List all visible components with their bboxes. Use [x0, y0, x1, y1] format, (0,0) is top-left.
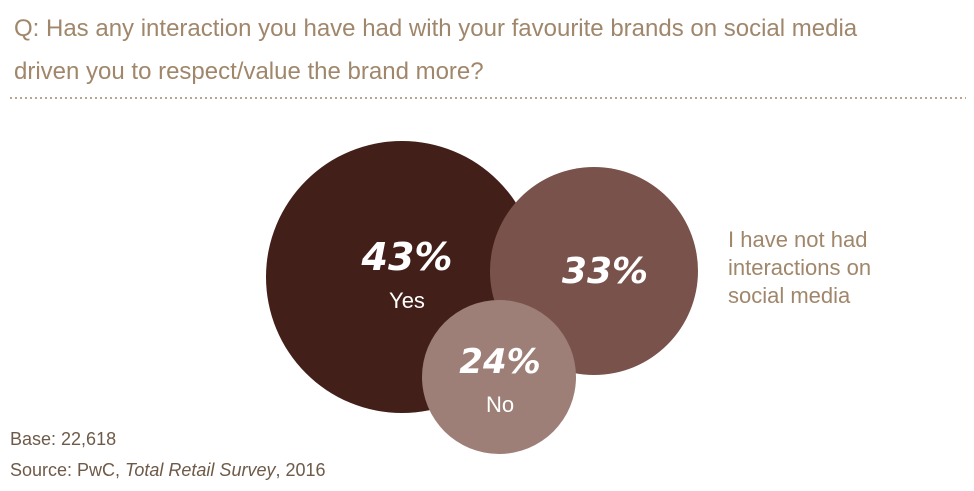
source-title: Total Retail Survey [125, 460, 276, 480]
question-line-1: Q: Has any interaction you have had with… [14, 15, 858, 42]
side-label-line-1: I have not had [728, 227, 867, 252]
value-label-no: 24% [459, 342, 540, 382]
side-label-line-3: social media [728, 283, 851, 308]
category-label-no: No [486, 392, 514, 417]
side-label-line-2: interactions on [728, 255, 871, 280]
source-note: Source: PwC, Total Retail Survey, 2016 [10, 460, 326, 480]
category-label-yes: Yes [389, 288, 425, 313]
question-line-2: driven you to respect/value the brand mo… [14, 58, 484, 85]
value-label-not-had: 33% [562, 251, 648, 292]
base-note: Base: 22,618 [10, 429, 116, 449]
bubble-no [422, 300, 576, 454]
value-label-yes: 43% [361, 235, 453, 279]
source-prefix: Source: PwC, [10, 460, 125, 480]
source-suffix: , 2016 [275, 460, 325, 480]
